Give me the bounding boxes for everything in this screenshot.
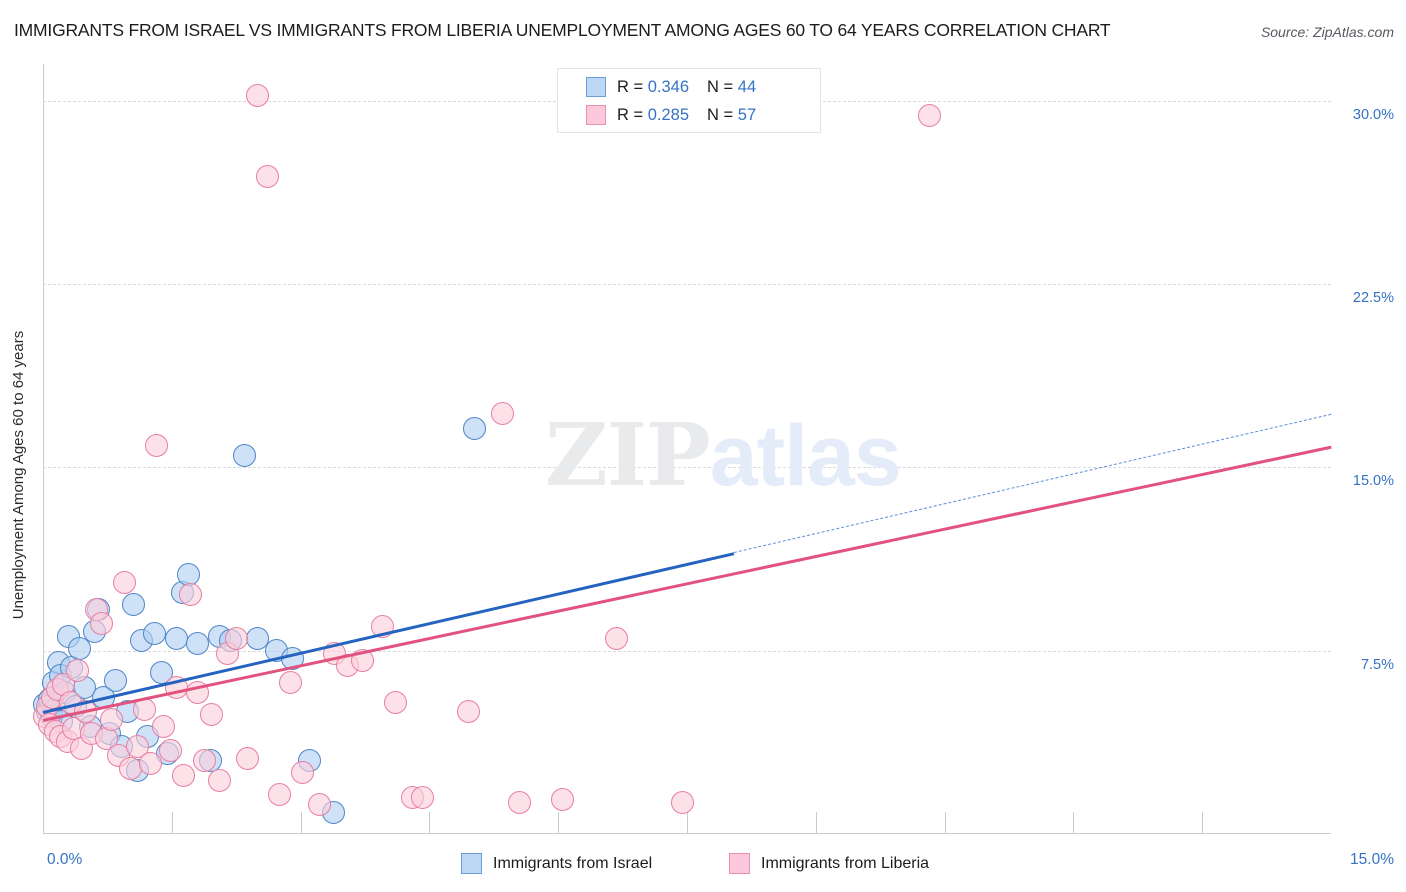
data-point[interactable] — [143, 622, 167, 646]
data-point[interactable] — [164, 626, 188, 650]
data-point[interactable] — [280, 646, 304, 670]
data-point[interactable] — [113, 570, 137, 594]
data-point[interactable] — [456, 700, 480, 724]
gridline — [43, 650, 1331, 652]
data-point[interactable] — [256, 164, 280, 188]
correlation-row-liberia: R = 0.285 N = 57 — [558, 101, 820, 129]
data-point[interactable] — [411, 785, 435, 809]
data-point[interactable] — [186, 631, 210, 655]
data-point[interactable] — [132, 697, 156, 721]
data-point[interactable] — [186, 680, 210, 704]
y-axis-line — [43, 64, 44, 834]
n-label-liberia: N = 57 — [707, 105, 757, 124]
data-point[interactable] — [508, 790, 532, 814]
correlation-row-israel: R = 0.346 N = 44 — [558, 73, 820, 101]
data-point[interactable] — [233, 443, 257, 467]
data-point[interactable] — [100, 707, 124, 731]
data-point[interactable] — [917, 103, 941, 127]
data-point[interactable] — [91, 685, 115, 709]
data-point[interactable] — [172, 763, 196, 787]
r-label-israel: R = 0.346 — [617, 77, 690, 96]
legend-color-liberia — [729, 853, 750, 874]
plot-area — [33, 64, 1332, 834]
data-point[interactable] — [550, 788, 574, 812]
data-point[interactable] — [138, 751, 162, 775]
n-value-liberia: 57 — [737, 105, 757, 124]
trendline — [42, 445, 1332, 722]
data-point[interactable] — [290, 761, 314, 785]
data-point[interactable] — [462, 416, 486, 440]
data-point[interactable] — [490, 402, 514, 426]
legend-swatch-liberia — [586, 105, 606, 125]
x-axis-tick — [1073, 812, 1075, 834]
legend-label-israel: Immigrants from Israel — [493, 854, 653, 872]
n-label-israel: N = 44 — [707, 77, 757, 96]
data-point[interactable] — [207, 768, 231, 792]
data-point[interactable] — [235, 746, 259, 770]
series-legend: Immigrants from Israel Immigrants from L… — [0, 848, 1406, 882]
legend-label-liberia: Immigrants from Liberia — [761, 854, 930, 872]
n-value-israel: 44 — [737, 77, 757, 96]
data-point[interactable] — [158, 739, 182, 763]
x-axis-tick — [944, 812, 946, 834]
x-axis-min-label: 0.0% — [47, 851, 83, 868]
data-point[interactable] — [671, 790, 695, 814]
data-point[interactable] — [89, 612, 113, 636]
y-axis-tick-label: 15.0% — [1352, 473, 1394, 490]
data-point[interactable] — [151, 714, 175, 738]
chart-header: IMMIGRANTS FROM ISRAEL VS IMMIGRANTS FRO… — [0, 0, 1406, 56]
x-axis-tick — [687, 812, 688, 834]
data-point[interactable] — [307, 793, 331, 817]
legend-item-liberia[interactable]: Immigrants from Liberia — [729, 853, 929, 874]
source-attribution: Source: ZipAtlas.com — [1260, 24, 1394, 40]
data-point[interactable] — [224, 626, 248, 650]
r-value-israel: 0.346 — [647, 77, 690, 96]
data-point[interactable] — [246, 84, 270, 108]
x-axis-tick — [429, 812, 431, 834]
data-point[interactable] — [350, 648, 374, 672]
legend-swatch-israel — [586, 77, 606, 97]
data-point[interactable] — [179, 582, 203, 606]
data-point[interactable] — [192, 749, 216, 773]
legend-color-israel — [461, 853, 482, 874]
x-axis-tick — [171, 812, 173, 834]
y-axis-tick-label: 30.0% — [1352, 106, 1394, 123]
x-axis-tick — [300, 812, 302, 834]
data-point[interactable] — [278, 670, 302, 694]
trendline — [734, 413, 1332, 553]
data-point[interactable] — [383, 690, 407, 714]
data-point[interactable] — [104, 668, 128, 692]
r-value-liberia: 0.285 — [647, 105, 690, 124]
data-point[interactable] — [65, 658, 89, 682]
page-title: IMMIGRANTS FROM ISRAEL VS IMMIGRANTS FRO… — [14, 20, 1111, 40]
x-axis-tick — [1202, 812, 1204, 834]
data-point[interactable] — [144, 433, 168, 457]
x-axis-max-label: 15.0% — [1350, 851, 1394, 868]
data-point[interactable] — [267, 783, 291, 807]
legend-item-israel[interactable]: Immigrants from Israel — [461, 853, 652, 874]
gridline — [43, 284, 1331, 285]
data-point[interactable] — [149, 661, 173, 685]
y-axis-tick-label: 22.5% — [1352, 290, 1394, 306]
y-axis-tick-label: 7.5% — [1360, 656, 1394, 673]
r-label-liberia: R = 0.285 — [617, 105, 690, 124]
x-axis-tick — [815, 812, 817, 834]
data-point[interactable] — [370, 614, 394, 638]
gridline — [43, 467, 1331, 469]
data-point[interactable] — [199, 702, 223, 726]
y-axis-title: Unemployment Among Ages 60 to 64 years — [10, 330, 27, 620]
correlation-legend: R = 0.346 N = 44 R = 0.285 N = 57 — [557, 68, 821, 133]
x-axis-tick — [558, 812, 560, 834]
data-point[interactable] — [605, 626, 629, 650]
data-point[interactable] — [121, 592, 145, 616]
data-point[interactable] — [125, 734, 149, 758]
